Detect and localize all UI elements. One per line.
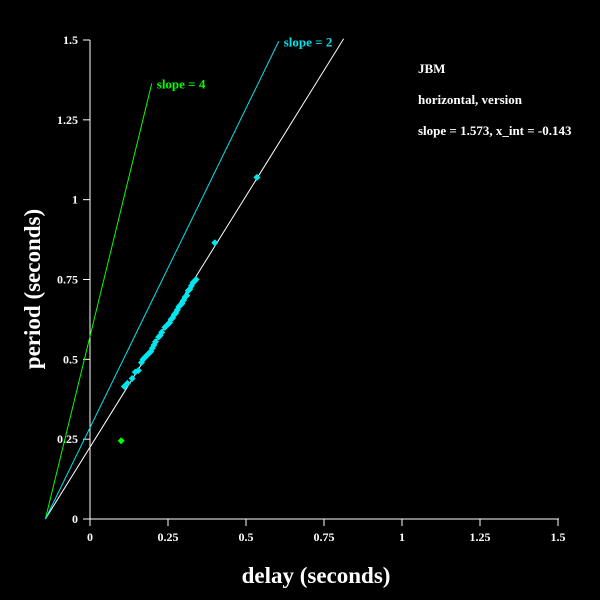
data-point xyxy=(158,328,166,336)
x-tick-label: 1.25 xyxy=(470,530,491,544)
tick-marks: 0 0.25 0.5 0.75 1 1.25 1.5 0 0.25 0.5 0.75 1 1.25 1.5 xyxy=(57,33,566,544)
reference-line xyxy=(44,83,153,520)
data-point xyxy=(192,276,200,283)
annotation-condition: horizontal, version xyxy=(418,92,523,107)
annotation-fit: slope = 1.573, x_int = -0.143 xyxy=(418,123,572,138)
data-point xyxy=(211,239,219,247)
y-tick-label: 0 xyxy=(72,512,78,526)
y-tick-label: 1.25 xyxy=(57,113,78,127)
data-point xyxy=(253,173,261,181)
x-axis-title: delay (seconds) xyxy=(242,563,391,588)
data-points xyxy=(117,173,261,445)
y-tick-label: 0.25 xyxy=(57,432,78,446)
reference-line-label: slope = 4 xyxy=(157,76,206,91)
reference-line-label: slope = 2 xyxy=(284,34,333,49)
data-point xyxy=(117,437,125,445)
x-tick-label: 0.5 xyxy=(239,530,254,544)
data-point xyxy=(134,367,142,375)
data-point xyxy=(152,338,160,346)
x-tick-label: 1.5 xyxy=(551,530,566,544)
x-tick-label: 0 xyxy=(87,530,93,544)
y-tick-label: 1 xyxy=(72,193,78,207)
x-tick-label: 0.25 xyxy=(158,530,179,544)
x-tick-label: 0.75 xyxy=(314,530,335,544)
data-point xyxy=(123,379,131,387)
y-tick-label: 1.5 xyxy=(63,33,78,47)
annotation-name: JBM xyxy=(418,61,445,76)
reference-line xyxy=(44,41,280,520)
y-axis-title: period (seconds) xyxy=(20,209,45,369)
y-tick-label: 0.75 xyxy=(57,273,78,287)
y-tick-label: 0.5 xyxy=(63,352,78,366)
x-tick-label: 1 xyxy=(399,530,405,544)
data-point xyxy=(128,374,136,382)
